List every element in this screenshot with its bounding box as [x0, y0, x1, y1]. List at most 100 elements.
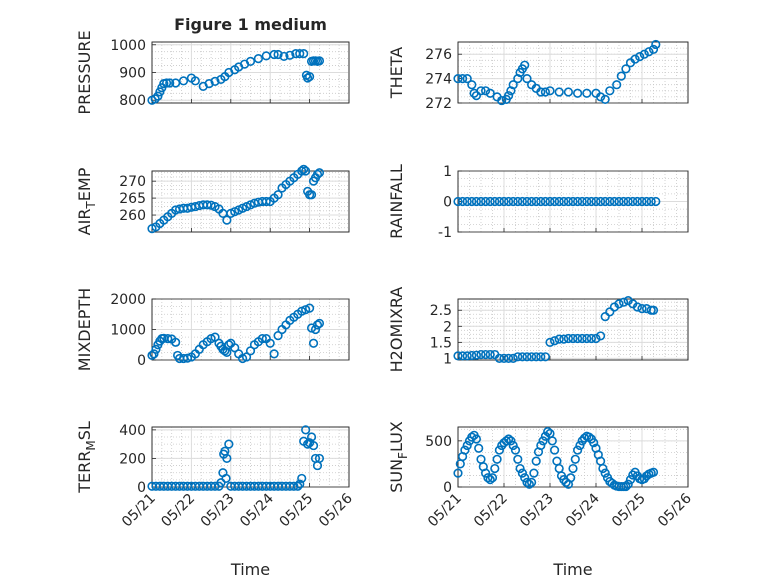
data-point [577, 333, 587, 344]
data-point [563, 196, 574, 207]
y-axis-label: MIXDEPTH [75, 288, 94, 371]
data-point [637, 196, 647, 207]
data-point [314, 453, 325, 464]
data-point [595, 331, 606, 341]
data-point [513, 196, 523, 207]
y-tick-label: 1000 [110, 38, 146, 54]
data-point [150, 94, 160, 104]
data-point [618, 196, 629, 207]
data-point [467, 196, 477, 207]
y-tick-label: 400 [119, 423, 146, 439]
data-point [536, 352, 546, 362]
data-point [568, 196, 578, 207]
y-axis-label: H2OMIXRA [387, 287, 406, 373]
data-point [485, 196, 495, 207]
data-point [513, 352, 523, 362]
data-point [301, 425, 311, 435]
data-point [554, 334, 564, 344]
data-point [572, 88, 583, 98]
data-point [471, 350, 482, 360]
data-point [485, 475, 495, 485]
data-point [504, 91, 514, 101]
data-point [453, 468, 463, 478]
data-point [651, 39, 661, 50]
data-point [635, 52, 645, 62]
data-point [303, 439, 313, 449]
y-tick-label: 276 [425, 47, 452, 63]
data-point [306, 432, 317, 442]
data-point [494, 196, 505, 207]
data-point [261, 196, 271, 207]
x-tick-label: 05/23 [198, 491, 238, 531]
y-tick-label: 260 [119, 208, 146, 224]
data-point [508, 196, 518, 207]
data-point [566, 473, 576, 483]
data-point [476, 86, 486, 96]
data-point [630, 54, 640, 64]
data-point [540, 196, 551, 207]
data-point [641, 196, 652, 207]
data-point [526, 196, 537, 207]
data-point [273, 190, 283, 200]
data-point [499, 196, 509, 207]
data-point [536, 196, 546, 207]
x-tick-label: 05/21 [425, 491, 465, 531]
data-point [508, 440, 518, 451]
data-point [474, 443, 484, 453]
data-point [471, 91, 482, 101]
subplot-rainfall: -1 0 1 RAINFALL [387, 164, 689, 241]
data-point [520, 473, 530, 483]
x-tick-label: 05/22 [158, 491, 198, 531]
data-point [614, 196, 624, 207]
y-tick-label: 272 [425, 96, 452, 112]
data-point [549, 196, 560, 207]
data-point [471, 434, 482, 444]
data-point [506, 436, 516, 446]
data-point [508, 80, 518, 90]
data-point [462, 351, 472, 361]
data-point [584, 432, 594, 442]
data-point [568, 463, 578, 474]
y-tick-label: 0 [443, 480, 452, 496]
data-point [563, 87, 574, 97]
data-point [540, 431, 551, 441]
data-point [577, 196, 587, 207]
data-point [632, 196, 643, 207]
data-point [591, 333, 601, 344]
subplot-terr-msl: 0 200 400 05/21 05/22 05/23 05/24 05/25 05/26 TER… [75, 421, 356, 579]
data-point [458, 351, 468, 361]
data-point [598, 463, 608, 474]
data-point [545, 337, 555, 347]
data-point [628, 196, 638, 207]
data-point [293, 481, 303, 491]
axes-border [457, 298, 689, 361]
data-point [305, 72, 315, 82]
y-tick-label: 265 [119, 191, 146, 207]
data-point [595, 92, 606, 102]
data-point [586, 196, 597, 207]
data-point [151, 344, 161, 354]
data-point [651, 196, 661, 207]
data-point [269, 49, 279, 60]
data-point [485, 88, 495, 98]
data-point [289, 481, 299, 491]
data-point [572, 445, 583, 455]
data-point [536, 440, 546, 451]
data-point [314, 56, 325, 66]
x-tick-label: 05/24 [563, 490, 603, 530]
data-point [522, 73, 532, 84]
data-point [481, 468, 491, 478]
data-point [517, 196, 528, 207]
data-point [526, 477, 537, 487]
data-point [222, 453, 232, 464]
data-point [171, 337, 181, 347]
x-tick-label: 05/22 [471, 491, 511, 531]
data-point [161, 78, 172, 88]
x-tick-label: 05/25 [277, 491, 317, 531]
data-point [522, 352, 532, 362]
data-point [536, 87, 546, 97]
data-point [462, 440, 472, 451]
axes-border [457, 170, 689, 233]
data-point [497, 95, 507, 106]
